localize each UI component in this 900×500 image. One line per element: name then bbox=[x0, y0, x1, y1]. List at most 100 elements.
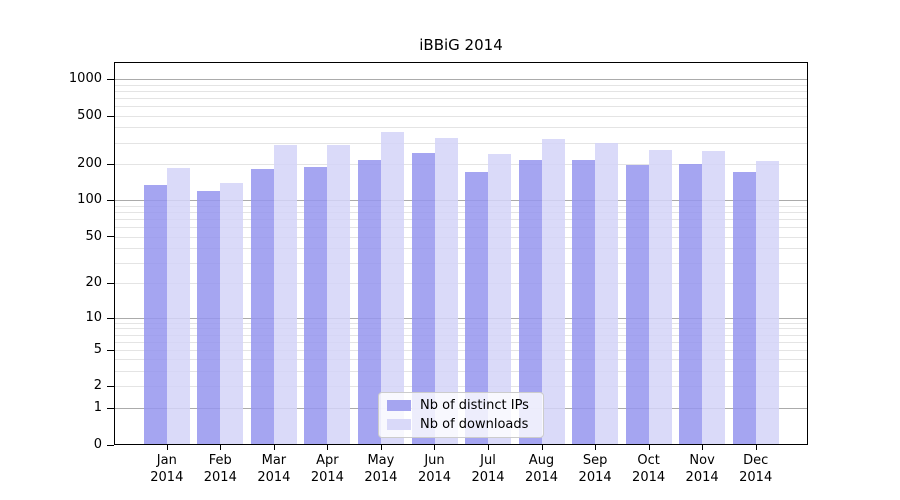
y-tick-label: 100 bbox=[77, 192, 102, 208]
grid-line-minor bbox=[115, 90, 807, 92]
x-axis-tick bbox=[702, 445, 703, 450]
x-tick-label-year: 2014 bbox=[524, 470, 559, 485]
grid-line-minor bbox=[115, 236, 807, 238]
x-axis-tick bbox=[274, 445, 275, 450]
x-tick-label: Jun 2014 bbox=[400, 452, 470, 486]
bar-downloads-mar bbox=[273, 145, 297, 445]
x-axis-tick bbox=[649, 445, 650, 450]
grid-line-minor bbox=[115, 84, 807, 86]
grid-line-minor bbox=[115, 219, 807, 220]
bar-distinct-ips-apr bbox=[304, 166, 328, 445]
x-tick-label-year: 2014 bbox=[632, 470, 666, 485]
bar-downloads-aug bbox=[541, 139, 565, 445]
x-axis-tick bbox=[327, 445, 328, 450]
x-tick-label-month: May bbox=[367, 453, 395, 468]
x-tick-label-year: 2014 bbox=[257, 470, 291, 485]
bar-distinct-ips-feb bbox=[197, 190, 221, 445]
y-tick-label: 20 bbox=[85, 275, 102, 291]
bar-distinct-ips-jun bbox=[411, 153, 435, 445]
bar-distinct-ips-may bbox=[357, 160, 381, 445]
grid-line-minor bbox=[115, 328, 807, 330]
x-tick-label: Aug 2014 bbox=[507, 452, 577, 486]
x-tick-label-year: 2014 bbox=[150, 470, 184, 485]
grid-line-minor bbox=[115, 386, 807, 388]
x-tick-label: Nov 2014 bbox=[667, 452, 737, 486]
bar-downloads-oct bbox=[648, 150, 672, 445]
grid-line-minor bbox=[115, 163, 807, 165]
x-tick-label-month: Jun bbox=[424, 453, 445, 468]
grid-line-minor bbox=[115, 322, 807, 324]
grid-line-minor bbox=[115, 262, 807, 264]
y-axis-tick bbox=[107, 408, 114, 409]
x-tick-label-year: 2014 bbox=[417, 470, 452, 485]
bar-distinct-ips-oct bbox=[625, 165, 649, 445]
y-axis-tick bbox=[107, 350, 114, 351]
x-tick-label-year: 2014 bbox=[471, 470, 505, 485]
y-tick-label: 1000 bbox=[68, 70, 102, 86]
x-tick-label-month: Oct bbox=[637, 453, 660, 468]
y-axis-tick bbox=[107, 445, 114, 446]
chart-title: iBBiG 2014 bbox=[419, 36, 503, 54]
x-tick-label: May 2014 bbox=[346, 452, 416, 486]
x-tick-label-month: Jan bbox=[156, 453, 177, 468]
grid-line-minor bbox=[115, 105, 807, 107]
y-axis-tick bbox=[107, 200, 114, 201]
y-axis-tick bbox=[107, 79, 114, 80]
y-tick-label: 500 bbox=[77, 107, 102, 123]
x-tick-label-year: 2014 bbox=[685, 470, 719, 485]
y-tick-label: 50 bbox=[85, 228, 102, 244]
x-tick-label: Dec 2014 bbox=[721, 452, 791, 486]
x-tick-label: Feb 2014 bbox=[185, 452, 255, 486]
x-tick-label-year: 2014 bbox=[578, 470, 612, 485]
y-tick-label: 10 bbox=[85, 309, 102, 325]
y-tick-label: 2 bbox=[93, 378, 102, 394]
x-tick-label-year: 2014 bbox=[739, 470, 773, 485]
y-tick-label: 0 bbox=[93, 436, 102, 452]
x-tick-label: Sep 2014 bbox=[560, 452, 630, 486]
grid-line-minor bbox=[115, 248, 807, 249]
grid-line-minor bbox=[115, 283, 807, 285]
legend-item-downloads: Nb of downloads bbox=[387, 417, 535, 432]
grid-line-minor bbox=[115, 349, 807, 351]
x-axis-tick bbox=[595, 445, 596, 450]
grid-line-minor bbox=[115, 359, 807, 361]
x-tick-label: Mar 2014 bbox=[239, 452, 309, 486]
legend-item-distinct-ips: Nb of distinct IPs bbox=[387, 398, 535, 413]
grid-line-major bbox=[115, 200, 807, 202]
bar-distinct-ips-jan bbox=[143, 184, 167, 445]
bar-distinct-ips-aug bbox=[518, 160, 542, 445]
y-tick-label: 200 bbox=[77, 155, 102, 171]
x-tick-label: Jul 2014 bbox=[453, 452, 523, 486]
legend-swatch-downloads-icon bbox=[387, 419, 411, 430]
legend: Nb of distinct IPs Nb of downloads bbox=[378, 392, 544, 438]
x-axis-tick bbox=[542, 445, 543, 450]
bar-downloads-jun bbox=[434, 137, 458, 445]
bar-downloads-sep bbox=[595, 142, 619, 445]
grid-line-major bbox=[115, 317, 807, 319]
x-tick-label-month: Mar bbox=[261, 453, 287, 468]
x-axis-tick bbox=[220, 445, 221, 450]
x-tick-label-year: 2014 bbox=[310, 470, 344, 485]
grid-line-major bbox=[115, 78, 807, 80]
bar-downloads-jul bbox=[488, 154, 511, 445]
x-axis-tick bbox=[488, 445, 489, 450]
bar-downloads-dec bbox=[755, 161, 779, 445]
x-tick-label: Apr 2014 bbox=[292, 452, 362, 486]
grid-line-minor bbox=[115, 115, 807, 117]
grid-line-minor bbox=[115, 371, 807, 373]
bar-distinct-ips-sep bbox=[572, 160, 596, 445]
grid-line-minor bbox=[115, 227, 807, 228]
legend-swatch-distinct-ips-icon bbox=[387, 400, 411, 411]
y-axis-tick bbox=[107, 283, 114, 284]
x-tick-label: Oct 2014 bbox=[614, 452, 684, 486]
y-axis-tick bbox=[107, 116, 114, 117]
grid-line-minor bbox=[115, 341, 807, 343]
x-tick-label-month: Aug bbox=[528, 453, 555, 468]
x-tick-label-month: Feb bbox=[208, 453, 232, 468]
x-tick-label-year: 2014 bbox=[364, 470, 398, 485]
x-axis-tick bbox=[756, 445, 757, 450]
bar-distinct-ips-mar bbox=[250, 169, 274, 445]
y-axis-tick bbox=[107, 386, 114, 387]
y-tick-label: 5 bbox=[93, 341, 102, 357]
